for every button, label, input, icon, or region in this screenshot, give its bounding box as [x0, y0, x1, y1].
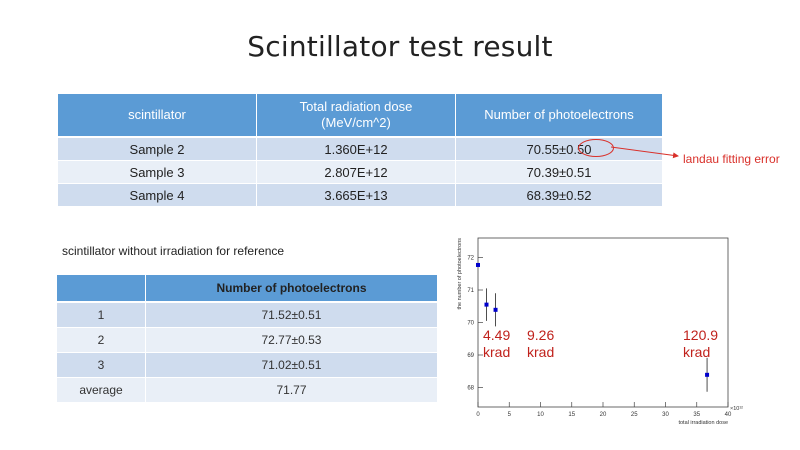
cell-photoelectrons: 68.39±0.52: [455, 183, 663, 207]
error-highlight-circle: [578, 139, 614, 157]
cell-photoelectrons: 71.52±0.51: [145, 302, 438, 328]
dose-annotation-unit: krad: [683, 344, 710, 360]
header-dose: Total radiation dose (MeV/cm^2): [256, 94, 456, 138]
cell-index: 2: [57, 327, 146, 353]
x-tick-label: 20: [600, 412, 607, 418]
plot-frame: [477, 237, 729, 408]
header-empty: [57, 275, 146, 303]
table-row: 2 72.77±0.53: [57, 327, 438, 353]
x-tick-label: 35: [693, 412, 700, 418]
dose-plot-svg: 0 5 10 15 20 25 30 35 40 68 69 70 71 72 total irradiat…: [457, 237, 743, 425]
table-row: Sample 3 2.807E+12 70.39±0.51: [58, 160, 663, 184]
reference-caption: scintillator without irradiation for ref…: [62, 244, 285, 258]
results-table: scintillator Total radiation dose (MeV/c…: [58, 94, 663, 207]
cell-index: average: [57, 377, 146, 403]
slide-title: Scintillator test result: [247, 30, 553, 63]
y-tick-label: 72: [467, 256, 474, 262]
cell-photoelectrons: 72.77±0.53: [145, 327, 438, 353]
dose-annotation-value: 120.9: [683, 327, 718, 343]
data-point: [493, 307, 498, 312]
cell-dose: 2.807E+12: [256, 160, 456, 184]
dose-annotation-value: 4.49: [483, 327, 510, 343]
dose-annotation-value: 9.26: [527, 327, 554, 343]
data-point: [476, 262, 480, 267]
x-exponent-label: ×10¹²: [730, 406, 743, 412]
cell-index: 3: [57, 352, 146, 378]
x-tick-label: 30: [662, 412, 669, 418]
annotation-arrow: [610, 146, 679, 159]
cell-dose: 1.360E+12: [256, 137, 456, 161]
y-tick-label: 69: [467, 353, 474, 359]
annotation-label: landau fitting error: [683, 152, 780, 166]
table-row: average 71.77: [57, 377, 438, 403]
reference-table: Number of photoelectrons 1 71.52±0.51 2 …: [57, 275, 438, 403]
table-row: Sample 4 3.665E+13 68.39±0.52: [58, 183, 663, 207]
table-row: 3 71.02±0.51: [57, 352, 438, 378]
x-axis-label: total irradiation dose: [678, 420, 728, 425]
x-tick-label: 15: [568, 412, 575, 418]
dose-annotation-unit: krad: [483, 344, 510, 360]
y-tick-label: 68: [467, 386, 474, 392]
table-row: Sample 2 1.360E+12 70.55±0.50: [58, 137, 663, 161]
cell-sample: Sample 2: [58, 137, 257, 161]
cell-photoelectrons: 71.02±0.51: [145, 352, 438, 378]
data-point: [705, 372, 710, 377]
dose-annotation-unit: krad: [527, 344, 554, 360]
data-point: [484, 302, 489, 307]
x-tick-label: 0: [476, 412, 480, 418]
header-scintillator: scintillator: [58, 94, 257, 138]
header-photoelectrons: Number of photoelectrons: [455, 94, 663, 138]
cell-sample: Sample 4: [58, 183, 257, 207]
x-tick-label: 10: [537, 412, 544, 418]
x-tick-label: 5: [508, 412, 512, 418]
dose-plot: 0 5 10 15 20 25 30 35 40 68 69 70 71 72 total irradiat…: [445, 230, 745, 425]
table-row: 1 71.52±0.51: [57, 302, 438, 328]
y-tick-label: 71: [467, 288, 474, 294]
results-header-row: scintillator Total radiation dose (MeV/c…: [58, 94, 663, 138]
header-photoelectrons: Number of photoelectrons: [145, 275, 438, 303]
header-dose-line2: (MeV/cm^2): [321, 115, 391, 130]
reference-header-row: Number of photoelectrons: [57, 275, 438, 303]
cell-index: 1: [57, 302, 146, 328]
cell-photoelectrons: 71.77: [145, 377, 438, 403]
header-dose-line1: Total radiation dose: [299, 99, 413, 114]
cell-sample: Sample 3: [58, 160, 257, 184]
y-axis-label: the number of photoelectrons: [457, 238, 463, 310]
cell-dose: 3.665E+13: [256, 183, 456, 207]
cell-photoelectrons: 70.39±0.51: [455, 160, 663, 184]
y-tick-label: 70: [467, 321, 474, 327]
x-tick-label: 25: [631, 412, 638, 418]
x-tick-label: 40: [725, 412, 732, 418]
